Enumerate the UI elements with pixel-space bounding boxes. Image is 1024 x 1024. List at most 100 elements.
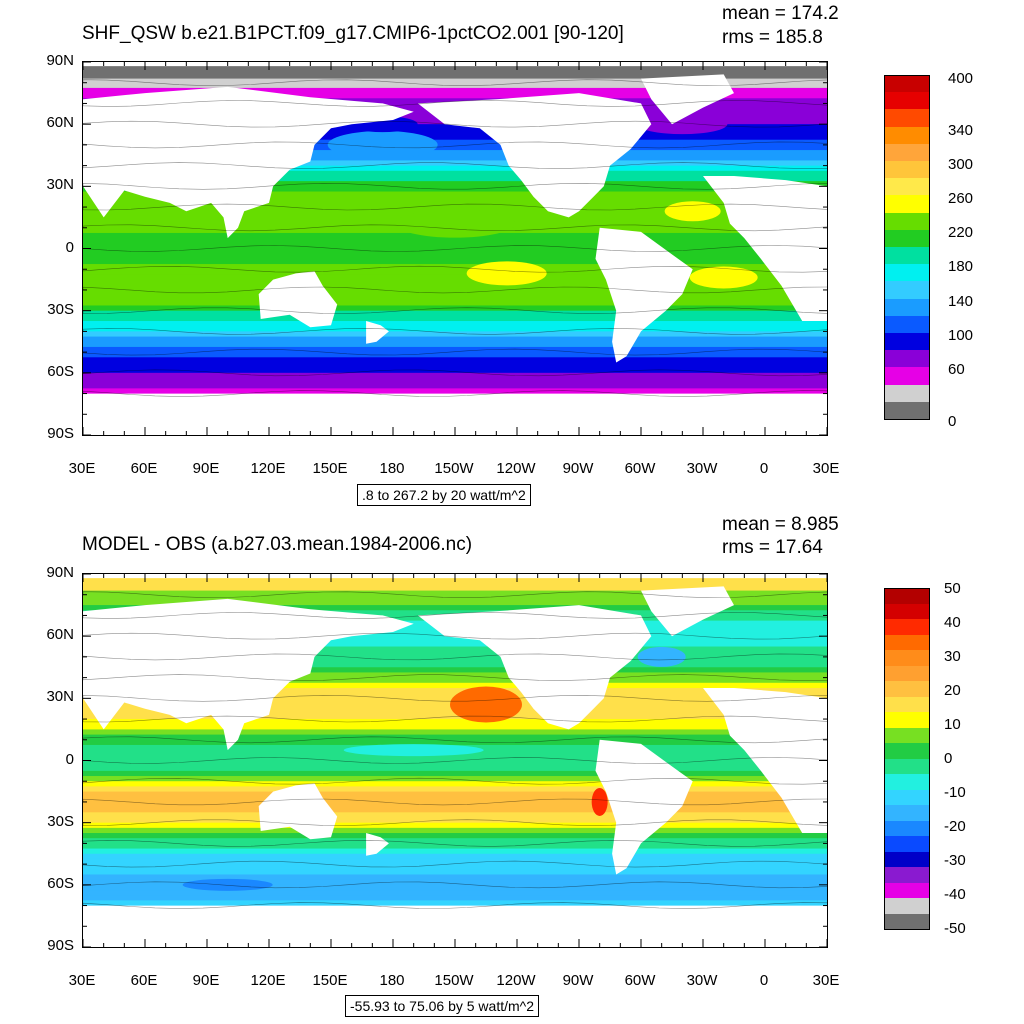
land-mask [258,783,338,840]
field-band [83,739,827,746]
field-band [83,274,827,281]
colorbar-swatch [884,350,930,368]
colorbar-label: 50 [944,580,961,597]
field-band [83,610,827,617]
field-band [83,765,827,772]
contour-line [83,120,827,128]
colorbar-label: 30 [944,648,961,665]
field-band [83,884,827,891]
colorbar-swatch [884,212,930,230]
y-tick-label: 30N [46,688,74,706]
field-band [83,755,827,762]
contour-line [83,79,827,87]
field-band [83,817,827,824]
colorbar-swatch [884,758,930,774]
colorbar-label: 0 [948,413,957,430]
y-tick-label: 60S [47,874,74,892]
field-band [83,719,827,725]
colorbar-label: 400 [948,70,974,87]
x-tick-label: 150E [312,972,348,989]
field-band [83,150,827,156]
colorbar-label: 20 [944,682,961,699]
contour-line [83,715,827,723]
colorbar-swatch [884,898,930,914]
chart-panel-bottom: MODEL - OBS (a.b27.03.mean.1984-2006.nc)… [0,512,1024,1024]
contour-line [83,777,827,785]
colorbar-swatch [884,913,930,930]
land-mask [641,586,734,637]
field-band [83,87,827,94]
field-band [83,378,827,384]
field-band [83,186,827,193]
colorbar-swatch [884,298,930,316]
colorbar-swatch [884,743,930,759]
field-band [83,191,827,198]
colorbar-swatch [884,92,930,110]
field-band [83,781,827,787]
x-tick-label: 30E [68,460,96,477]
colorbar-swatch [884,789,930,805]
field-band [83,594,827,601]
colorbar-label: 0 [944,750,953,767]
field-patch [637,114,728,135]
field-band [83,269,827,275]
contour-line [83,632,827,640]
contour-line [83,265,827,273]
colorbar-swatch [884,264,930,282]
colorbar-label: 260 [948,190,974,207]
field-band [83,305,827,312]
field-band [83,295,827,301]
land-mask [417,605,652,730]
field-band [83,687,827,694]
land-mask [595,227,693,363]
y-tick-label: 90N [46,564,74,581]
field-band [83,321,827,327]
colorbar-label: 180 [948,258,974,275]
x-tick-label: 60W [624,972,656,989]
colorbar-swatch [884,143,930,161]
colorbar-label: -40 [944,886,966,903]
field-band [83,667,827,674]
chart-panel-top: SHF_QSW b.e21.B1PCT.f09_g17.CMIP6-1pctCO… [46,3,974,506]
field-band [83,869,827,876]
contour-range-label: .8 to 267.2 by 20 watt/m^2 [357,484,531,506]
chart-title: SHF_QSW b.e21.B1PCT.f09_g17.CMIP6-1pctCO… [82,23,624,44]
contour-line [83,840,827,847]
field-band [83,279,827,286]
field-band [83,310,827,317]
contour-line [83,141,827,149]
x-tick-label: 90W [562,972,594,989]
field-band [83,900,827,907]
field-band [83,770,827,777]
land-mask [703,176,827,321]
x-tick-label: 60E [130,972,158,989]
field-band [83,258,827,265]
field-band [83,672,827,679]
colorbar-label: -30 [944,852,966,869]
colorbar-swatch [884,619,930,635]
land-mask [366,321,389,344]
field-band [83,372,827,379]
field-band [83,812,827,819]
x-tick-label: 60W [624,460,656,477]
x-tick-label: 90E [192,460,220,477]
colorbar-label: -50 [944,920,966,937]
x-tick-label: 30E [812,460,840,477]
map-plot-area [82,573,828,948]
y-tick-label: 0 [65,238,74,256]
contour-line [83,881,827,889]
field-patch [466,261,547,286]
x-tick-label: 180 [379,460,405,477]
colorbar-label: 60 [948,361,965,378]
x-tick-label: 120E [250,460,286,477]
field-band [83,838,827,844]
x-tick-label: 60E [130,460,158,477]
field-band [83,289,827,296]
field-band [83,238,827,244]
x-tick-label: 150E [312,460,348,477]
mean-label: mean = 8.985 [722,514,839,535]
colorbar-swatch [884,195,930,213]
colorbar-swatch [884,161,930,179]
field-band [83,144,827,151]
field-band [83,243,827,250]
